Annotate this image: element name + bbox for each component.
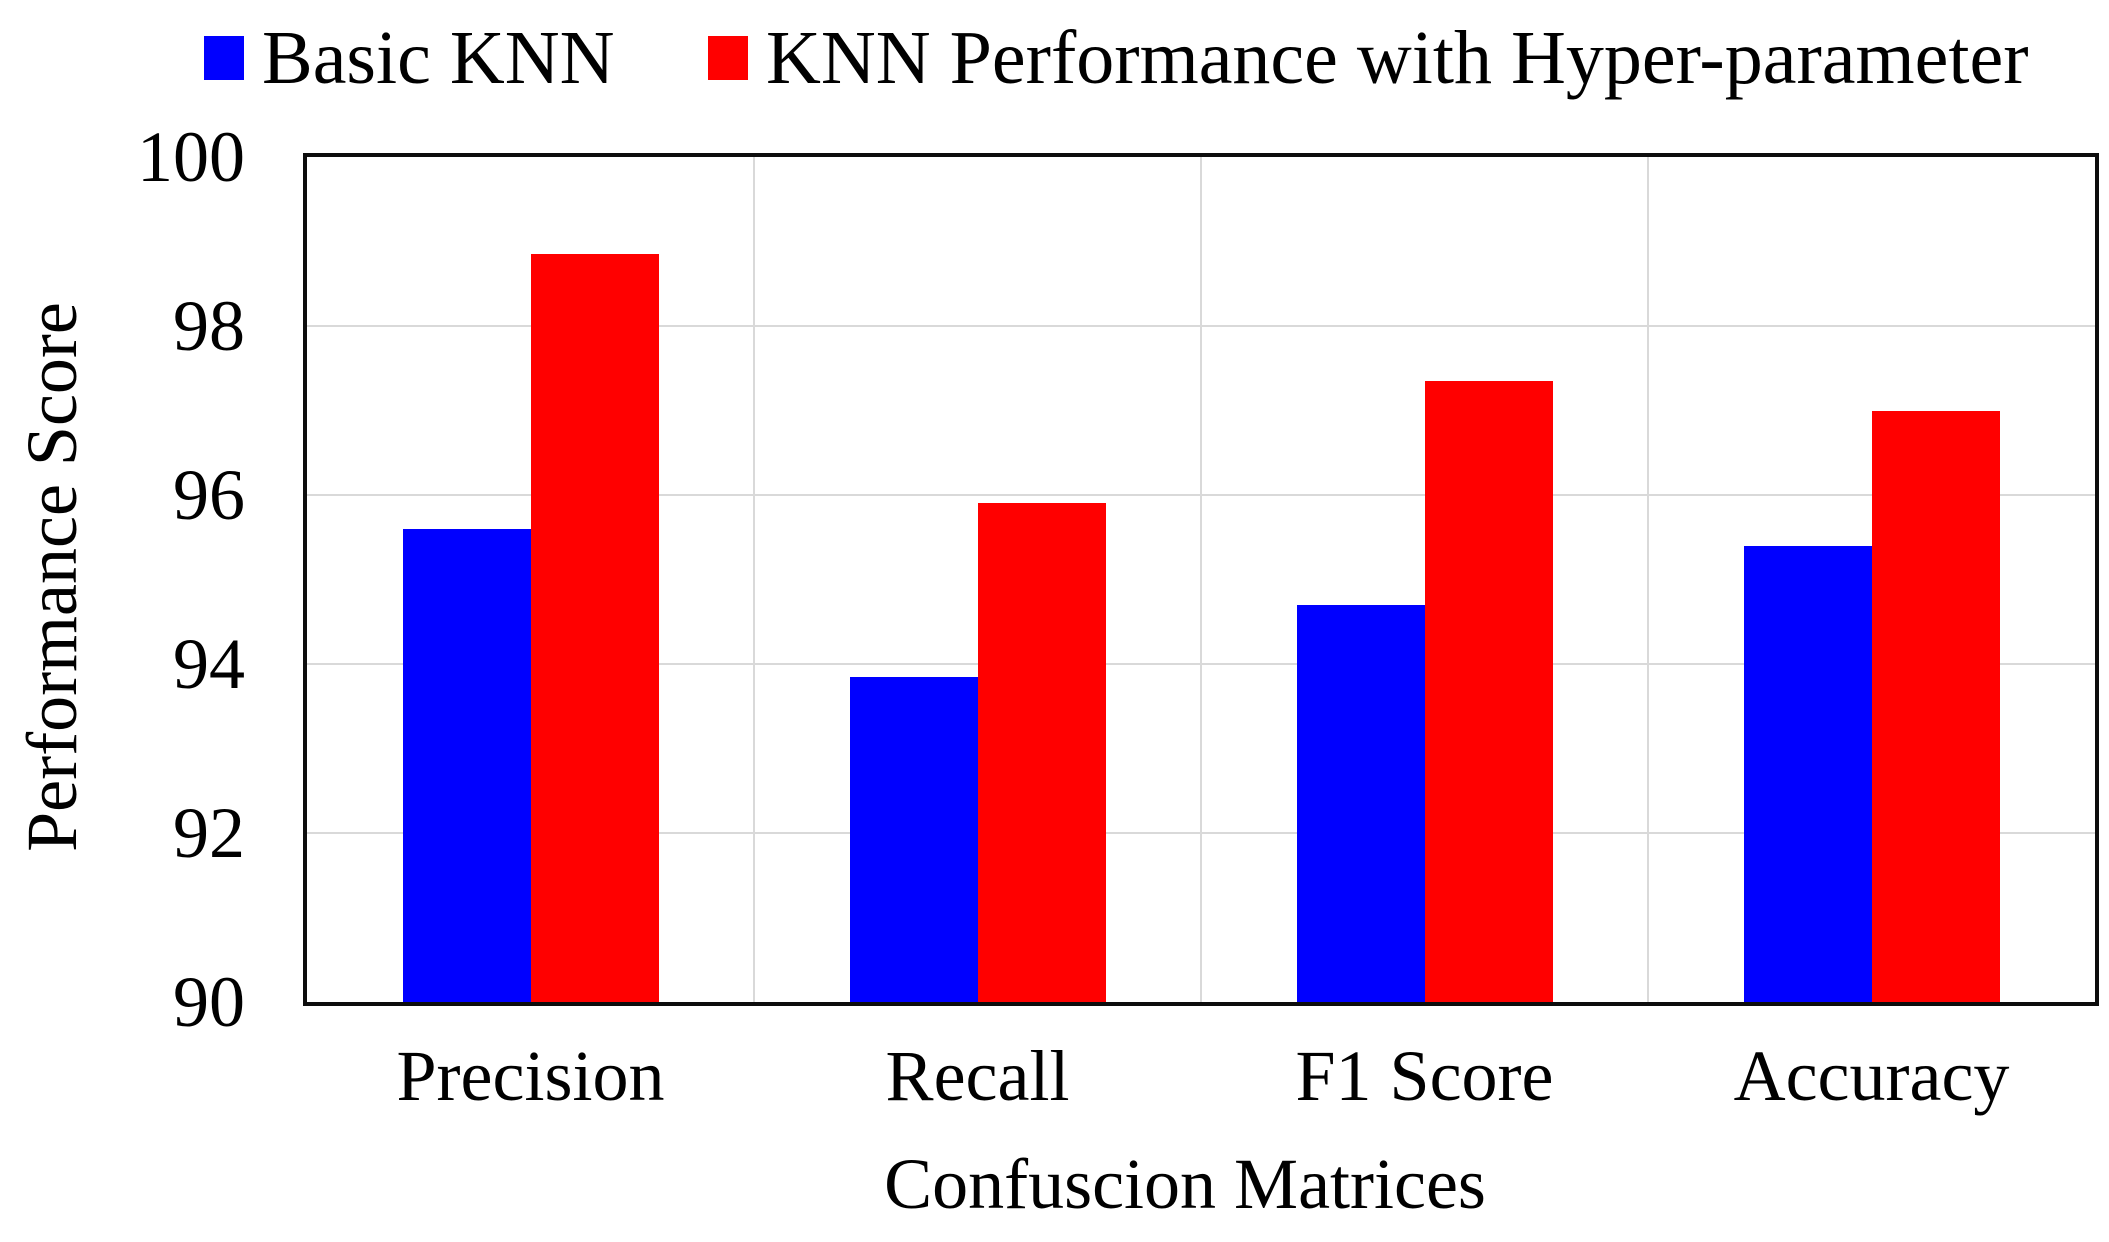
x-category-label-f1-score: F1 Score [1295,1036,1554,1116]
y-axis-ticks: 90 92 94 96 98 100 [0,0,252,1242]
gridline-vertical-1 [753,157,755,1002]
x-category-label-precision: Precision [396,1036,665,1116]
y-tick-label-90: 90 [173,962,245,1042]
bar-knn-performance-with-hyper-parameter-recall [977,503,1106,1002]
bar-knn-performance-with-hyper-parameter-accuracy [1871,410,2000,1002]
legend-item-knn-performance-with-hyper-parameter: KNN Performance with Hyper-parameter [708,20,2029,96]
gridline-vertical-2 [1200,157,1202,1002]
legend-label: KNN Performance with Hyper-parameter [766,16,2029,100]
y-tick-label-94: 94 [173,624,245,704]
y-tick-label-98: 98 [173,286,245,366]
y-tick-label-92: 92 [173,793,245,873]
gridline-vertical-3 [1647,157,1649,1002]
bar-basic-knn-f1-score [1296,604,1425,1002]
legend-item-basic-knn: Basic KNN [204,20,615,96]
legend-swatch-icon [204,36,244,80]
bar-basic-knn-precision [402,528,531,1002]
y-tick-label-100: 100 [137,117,245,197]
plot-area [303,153,2099,1006]
bar-basic-knn-accuracy [1743,545,1872,1002]
y-tick-label-96: 96 [173,455,245,535]
bar-basic-knn-recall [849,676,978,1002]
legend-swatch-icon [708,36,748,80]
bar-knn-performance-with-hyper-parameter-f1-score [1424,380,1553,1002]
bar-knn-performance-with-hyper-parameter-precision [530,254,659,1002]
x-axis-title: Confuscion Matrices [884,1144,1486,1224]
legend-label: Basic KNN [262,16,615,100]
x-category-label-recall: Recall [885,1036,1070,1116]
x-category-label-accuracy: Accuracy [1733,1036,2010,1116]
